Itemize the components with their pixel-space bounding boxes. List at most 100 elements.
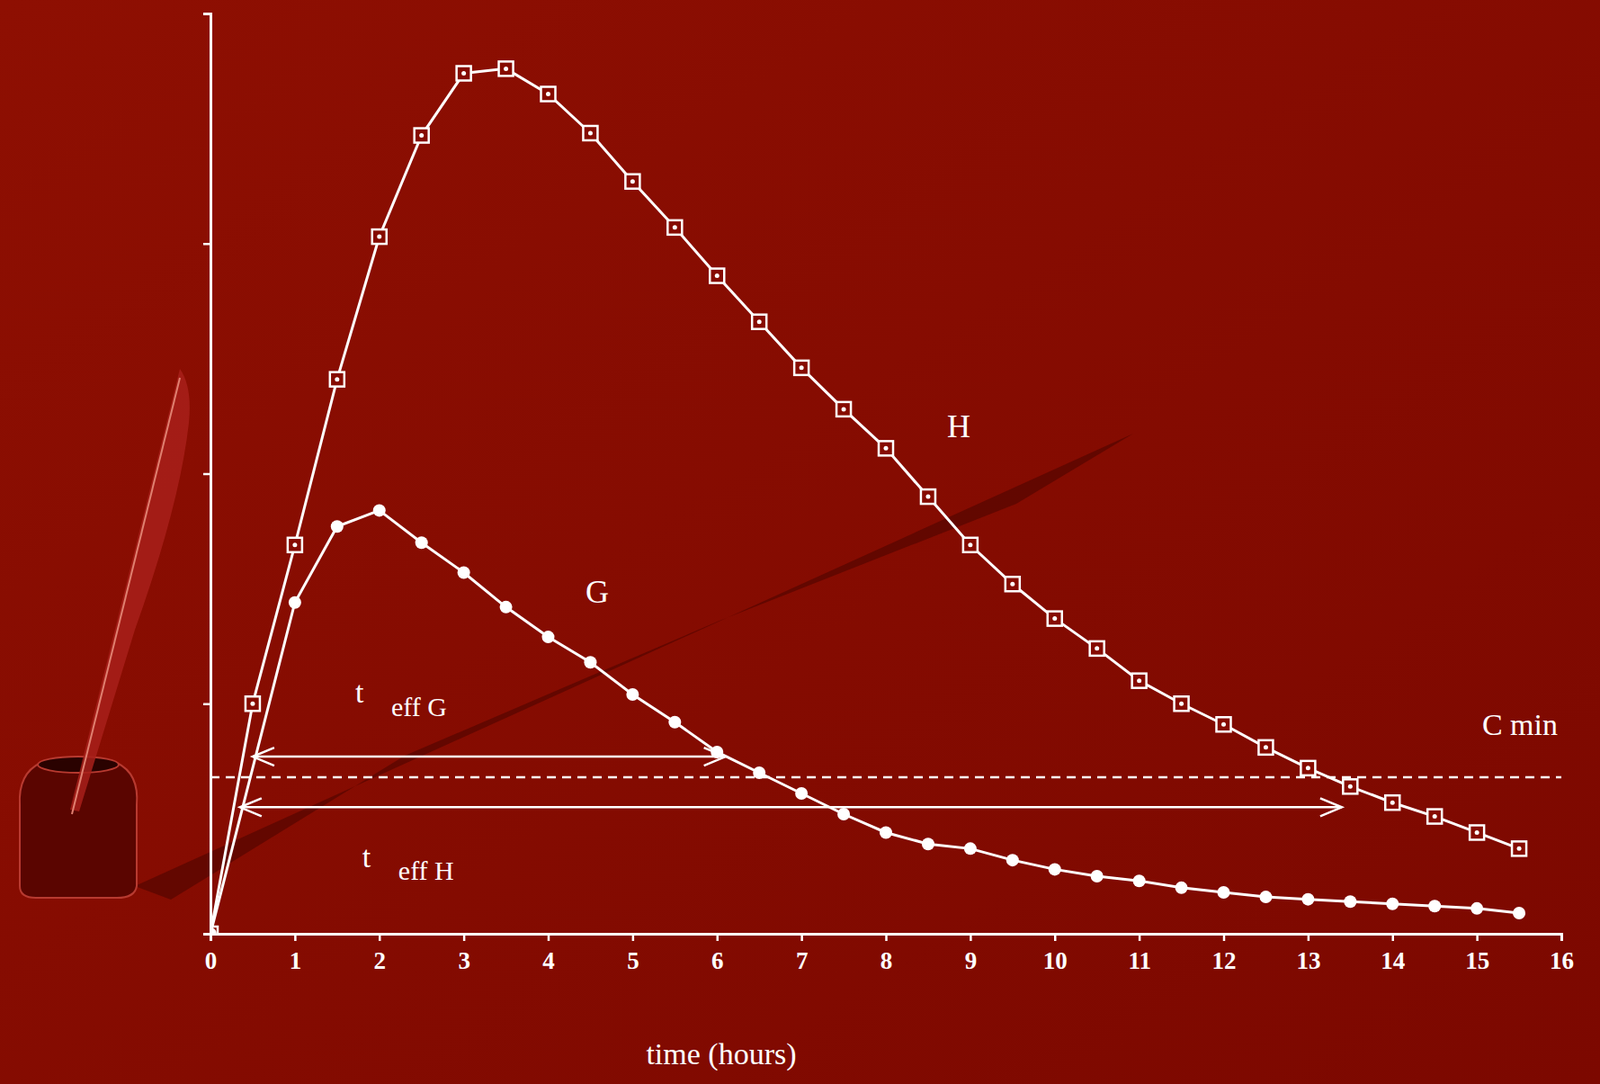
marker bbox=[1301, 893, 1314, 906]
x-tick-mark bbox=[969, 933, 973, 941]
marker bbox=[1428, 899, 1441, 912]
marker-dot bbox=[292, 542, 297, 547]
marker bbox=[372, 229, 387, 244]
x-tick-label: 12 bbox=[1212, 947, 1237, 975]
marker-dot bbox=[545, 91, 551, 97]
background bbox=[0, 0, 1600, 1084]
y-axis bbox=[203, 14, 212, 935]
marker bbox=[287, 537, 303, 553]
x-tick-mark bbox=[716, 933, 720, 941]
x-tick-label: 5 bbox=[626, 947, 640, 975]
marker bbox=[667, 220, 682, 235]
marker bbox=[1133, 874, 1146, 887]
annotation-arrow bbox=[252, 755, 726, 759]
marker bbox=[1216, 716, 1232, 732]
x-tick-label: 9 bbox=[965, 947, 978, 975]
labels: C minHGteff Gteff H bbox=[355, 408, 1558, 885]
quill-shadow bbox=[134, 433, 1134, 900]
threshold-line bbox=[210, 776, 1562, 779]
marker-dot bbox=[1432, 813, 1438, 819]
marker bbox=[457, 565, 471, 579]
y-tick bbox=[203, 703, 211, 705]
x-axis: 012345678910111213141516 bbox=[205, 933, 1574, 975]
marker bbox=[245, 696, 260, 711]
annotation-subscript: eff G bbox=[391, 691, 447, 722]
x-tick: 14 bbox=[1380, 933, 1405, 975]
x-tick: 9 bbox=[965, 933, 978, 975]
series-label: H bbox=[947, 408, 971, 445]
x-tick-mark bbox=[800, 933, 804, 941]
marker bbox=[668, 715, 681, 729]
marker-dot bbox=[630, 178, 635, 184]
x-tick-label: 2 bbox=[374, 947, 387, 975]
marker bbox=[920, 489, 936, 504]
x-tick-mark bbox=[1223, 933, 1226, 941]
marker bbox=[1175, 881, 1189, 894]
x-tick: 0 bbox=[205, 933, 218, 975]
x-tick-label: 10 bbox=[1043, 947, 1068, 975]
x-tick-mark bbox=[884, 933, 888, 941]
marker bbox=[1006, 853, 1019, 867]
marker-dot bbox=[503, 66, 509, 72]
marker-dot bbox=[884, 446, 889, 451]
series-line bbox=[210, 509, 1520, 934]
y-tick-mark bbox=[203, 12, 211, 16]
x-tick: 12 bbox=[1212, 933, 1237, 975]
marker bbox=[1005, 576, 1020, 591]
x-tick-label: 8 bbox=[880, 947, 894, 975]
x-tick: 8 bbox=[880, 933, 894, 975]
x-tick-mark bbox=[1307, 933, 1311, 941]
x-tick-label: 4 bbox=[542, 947, 555, 975]
marker bbox=[879, 825, 893, 839]
marker bbox=[330, 372, 345, 387]
quill bbox=[70, 368, 190, 812]
marker-dot bbox=[250, 701, 255, 707]
marker bbox=[1132, 673, 1147, 689]
marker-dot bbox=[1305, 765, 1311, 770]
marker bbox=[963, 537, 978, 553]
x-tick-mark bbox=[632, 933, 635, 941]
marker-dot bbox=[1052, 616, 1057, 621]
x-tick: 3 bbox=[457, 933, 471, 975]
y-tick-mark bbox=[203, 242, 211, 246]
marker bbox=[542, 630, 555, 644]
marker bbox=[1511, 840, 1527, 856]
x-tick: 1 bbox=[289, 933, 303, 975]
y-tick bbox=[203, 13, 211, 15]
marker-dot bbox=[799, 365, 805, 370]
series-label: G bbox=[585, 573, 609, 610]
marker-dot bbox=[715, 273, 720, 278]
marker bbox=[499, 61, 514, 76]
marker-dot bbox=[757, 319, 762, 324]
x-tick: 16 bbox=[1549, 933, 1574, 975]
marker bbox=[541, 87, 556, 102]
x-tick-mark bbox=[1054, 933, 1057, 941]
annotation-subscript: eff H bbox=[398, 855, 455, 885]
x-tick-label: 13 bbox=[1296, 947, 1321, 975]
marker bbox=[1259, 890, 1272, 903]
marker-dot bbox=[1094, 645, 1100, 651]
marker-dot bbox=[461, 71, 466, 76]
arrowhead bbox=[240, 797, 262, 816]
marker bbox=[1090, 869, 1104, 883]
marker bbox=[837, 807, 850, 821]
marker bbox=[456, 65, 472, 81]
annotation-label: t bbox=[362, 840, 372, 874]
series-line bbox=[210, 68, 1520, 934]
marker-dot bbox=[1390, 800, 1395, 805]
y-tick bbox=[203, 473, 211, 475]
marker bbox=[709, 268, 725, 284]
x-tick: 13 bbox=[1296, 933, 1321, 975]
marker bbox=[1512, 906, 1526, 920]
y-tick-mark bbox=[203, 473, 211, 476]
marker bbox=[1090, 641, 1105, 656]
x-tick: 4 bbox=[542, 933, 555, 975]
marker-dot bbox=[1474, 830, 1480, 835]
marker-dot bbox=[1179, 701, 1184, 707]
x-tick-label: 14 bbox=[1380, 947, 1405, 975]
marker bbox=[794, 360, 809, 376]
x-tick-label: 7 bbox=[795, 947, 809, 975]
marker bbox=[582, 125, 598, 141]
marker bbox=[1470, 902, 1484, 915]
marker bbox=[288, 596, 302, 609]
